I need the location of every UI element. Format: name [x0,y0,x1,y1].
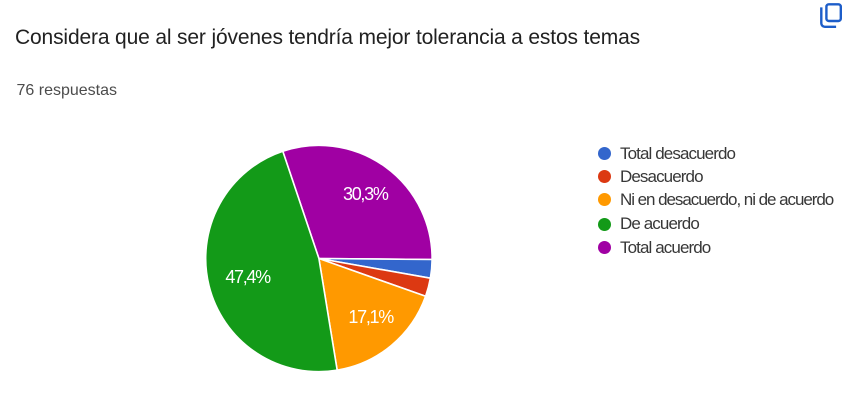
svg-text:17,1%: 17,1% [348,307,394,327]
svg-text:30,3%: 30,3% [343,184,389,204]
svg-text:47,4%: 47,4% [225,267,271,287]
